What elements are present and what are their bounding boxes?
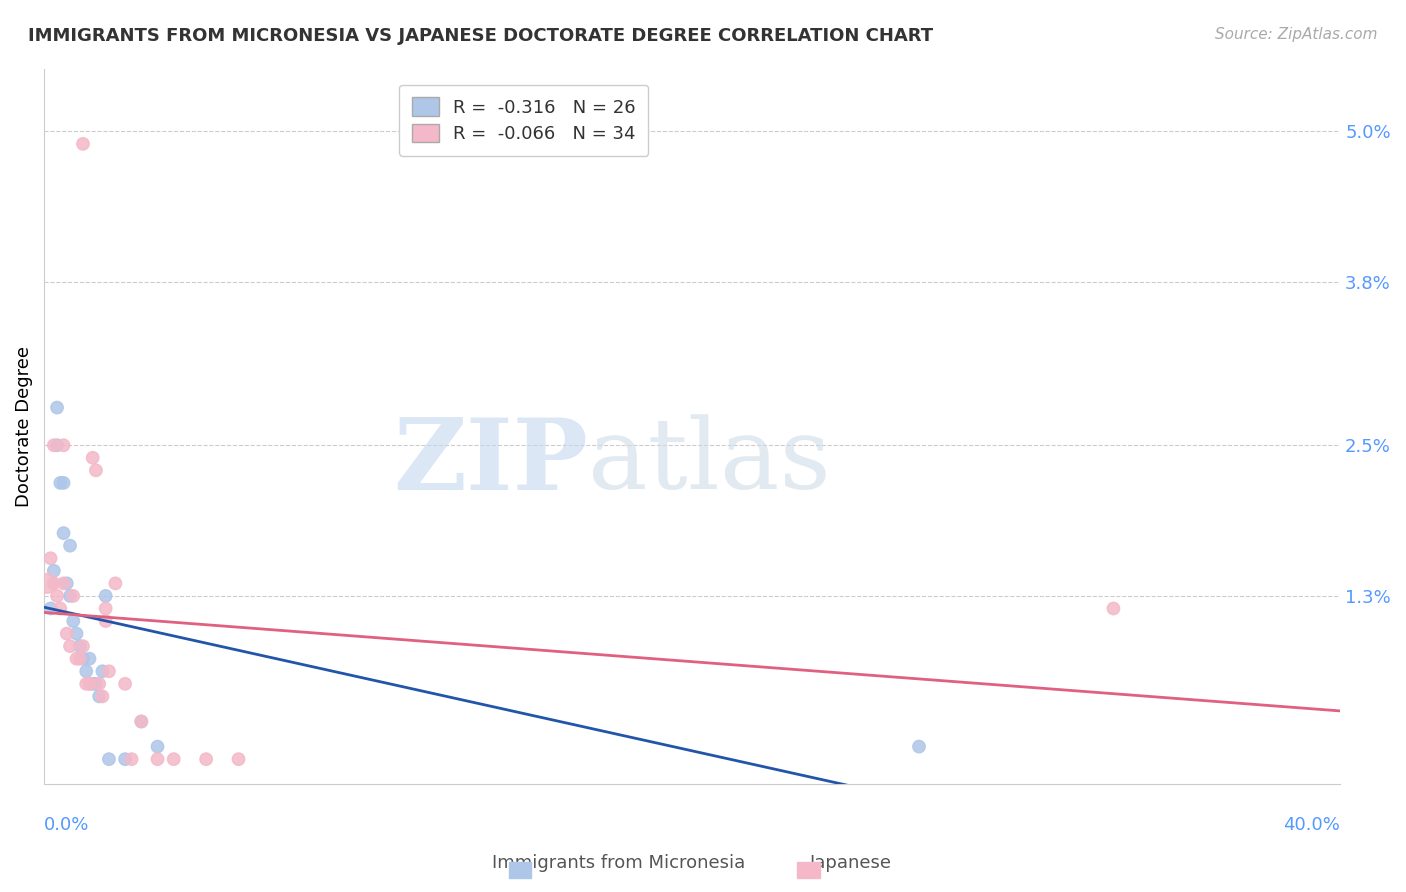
Point [62,614,84,628]
Text: 0.0%: 0.0% [44,815,90,834]
Point [75,665,97,679]
Point [79,651,101,665]
Point [75,677,97,691]
Point [52,438,75,452]
Point [39,601,62,615]
Point [65,651,87,665]
Text: Japanese: Japanese [810,855,891,872]
Point [94,589,117,603]
Point [146,739,169,754]
Point [69,651,91,665]
Point [59,639,82,653]
Point [39,551,62,566]
Text: Source: ZipAtlas.com: Source: ZipAtlas.com [1215,27,1378,42]
Point [72,136,94,151]
Point [56,626,79,640]
Point [163,752,186,766]
Text: atlas: atlas [589,414,831,510]
Point [94,614,117,628]
Point [46,401,69,415]
Point [42,438,65,452]
Point [82,677,104,691]
Point [52,576,75,591]
Point [42,576,65,591]
Point [49,475,72,490]
Point [59,589,82,603]
Point [195,752,218,766]
Point [121,752,143,766]
Point [79,677,101,691]
Point [59,539,82,553]
Point [82,450,104,465]
Legend: R =  -0.316   N = 26, R =  -0.066   N = 34: R = -0.316 N = 26, R = -0.066 N = 34 [399,85,648,156]
Point [72,639,94,653]
Point [84,677,107,691]
Point [1102,601,1125,615]
Point [56,576,79,591]
Point [146,752,169,766]
Text: IMMIGRANTS FROM MICRONESIA VS JAPANESE DOCTORATE DEGREE CORRELATION CHART: IMMIGRANTS FROM MICRONESIA VS JAPANESE D… [28,27,934,45]
Point [46,438,69,452]
Point [131,714,153,729]
Point [52,475,75,490]
Point [79,677,101,691]
Point [37,576,59,591]
Point [89,677,111,691]
Point [46,589,69,603]
Point [91,665,114,679]
Text: Immigrants from Micronesia: Immigrants from Micronesia [492,855,745,872]
Point [69,639,91,653]
Point [94,601,117,615]
Text: ZIP: ZIP [394,414,589,511]
Point [52,526,75,541]
Point [72,651,94,665]
Y-axis label: Doctorate Degree: Doctorate Degree [15,346,32,507]
Text: 40.0%: 40.0% [1284,815,1340,834]
Point [97,665,120,679]
Point [62,589,84,603]
Point [131,714,153,729]
Point [908,739,931,754]
Point [84,463,107,477]
Point [89,690,111,704]
Point [114,752,136,766]
Point [91,690,114,704]
Point [42,564,65,578]
Point [65,626,87,640]
Point [114,677,136,691]
Point [49,601,72,615]
Point [104,576,127,591]
Point [97,752,120,766]
Point [228,752,250,766]
